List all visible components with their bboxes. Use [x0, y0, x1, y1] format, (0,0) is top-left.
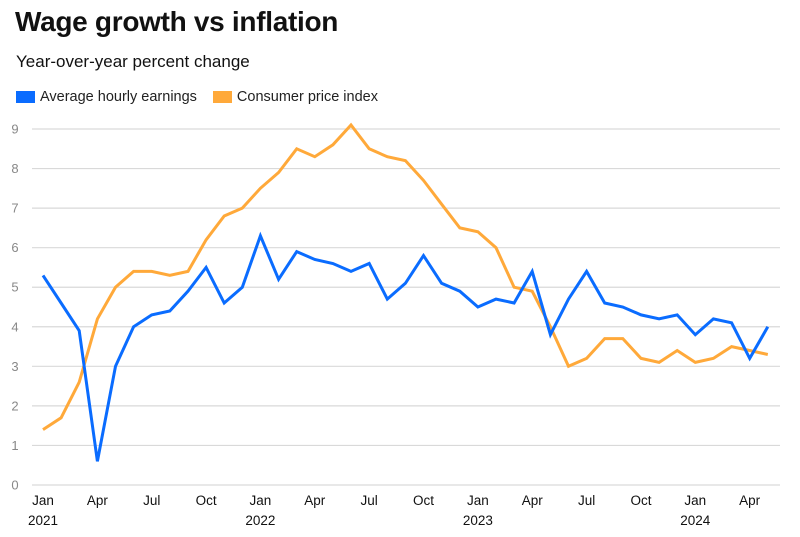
y-tick-label: 9: [11, 122, 18, 137]
chart-subtitle: Year-over-year percent change: [16, 52, 250, 71]
y-axis-ticks: 0 1 2 3 4 5 6 7 8 9: [11, 122, 18, 493]
y-tick-label: 4: [11, 319, 18, 334]
legend-item-earnings: Average hourly earnings: [16, 89, 197, 105]
y-tick-label: 0: [11, 478, 18, 493]
x-tick-label: Jul: [361, 493, 378, 508]
x-tick-year-label: 2021: [28, 513, 58, 528]
legend-label-earnings: Average hourly earnings: [40, 89, 197, 105]
x-tick-label: Oct: [630, 493, 651, 508]
x-tick-label: Apr: [739, 493, 761, 508]
series-line-earnings: [41, 231, 770, 462]
x-tick-label: Jan: [32, 493, 54, 508]
series-line-cpi: [42, 122, 769, 431]
x-tick-label: Jan: [467, 493, 489, 508]
x-tick-year-label: 2022: [245, 513, 275, 528]
y-tick-label: 5: [11, 280, 18, 295]
y-tick-label: 6: [11, 240, 18, 255]
chart-title: Wage growth vs inflation: [15, 6, 339, 37]
x-tick-label: Oct: [196, 493, 217, 508]
x-tick-label: Apr: [87, 493, 109, 508]
x-tick-year-label: 2023: [463, 513, 493, 528]
legend-swatch-cpi: [212, 91, 232, 103]
legend-item-cpi: Consumer price index: [212, 89, 378, 105]
legend-label-cpi: Consumer price index: [236, 89, 378, 105]
y-tick-label: 8: [11, 161, 18, 176]
x-tick-label: Jan: [684, 493, 706, 508]
series-lines: [41, 122, 770, 462]
legend-swatch-earnings: [16, 91, 35, 103]
x-tick-label: Jan: [250, 493, 272, 508]
y-tick-label: 3: [11, 359, 18, 374]
x-tick-year-label: 2024: [680, 513, 711, 528]
gridlines: [32, 128, 780, 486]
y-tick-label: 2: [11, 398, 18, 413]
x-axis-ticks: Jan 2021 Apr Jul Oct Jan 2022 Apr Jul Oct Jan 2023 A…: [28, 493, 761, 528]
x-tick-label: Jul: [578, 493, 595, 508]
y-tick-label: 7: [11, 201, 18, 216]
x-tick-label: Apr: [304, 493, 326, 508]
legend: Average hourly earnings Consumer price i…: [16, 89, 394, 105]
x-tick-label: Apr: [522, 493, 544, 508]
x-tick-label: Oct: [413, 493, 434, 508]
x-tick-label: Jul: [143, 493, 160, 508]
y-tick-label: 1: [11, 438, 18, 453]
